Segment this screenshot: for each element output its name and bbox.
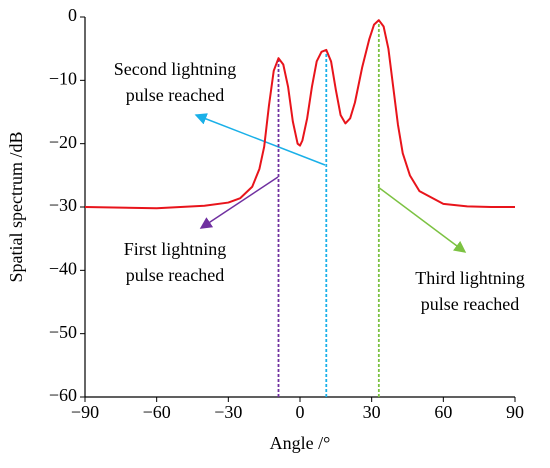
x-tick-label: 30: [363, 402, 381, 422]
y-axis-label: Spatial spectrum /dB: [6, 132, 26, 283]
y-tick-label: −60: [49, 385, 77, 405]
x-tick-label: 60: [434, 402, 452, 422]
annotation: First lightning: [124, 239, 227, 259]
x-axis-label: Angle /°: [270, 433, 331, 453]
y-tick-label: −40: [49, 258, 77, 278]
y-tick-label: 0: [68, 5, 77, 25]
annotation: Second lightning: [114, 59, 237, 79]
x-tick-label: −90: [71, 402, 99, 422]
y-tick-label: −30: [49, 195, 77, 215]
y-tick-label: −50: [49, 322, 77, 342]
x-tick-label: −60: [143, 402, 171, 422]
annotation: pulse reached: [421, 294, 519, 314]
annotation: pulse reached: [126, 265, 224, 285]
y-tick-label: −10: [49, 68, 77, 88]
arrow: [199, 176, 279, 229]
y-tick-label: −20: [49, 132, 77, 152]
x-tick-label: −30: [214, 402, 242, 422]
line: [84, 19, 515, 210]
arrow: [194, 113, 326, 166]
x-tick-label: 90: [506, 402, 524, 422]
arrow: [377, 186, 467, 253]
annotation: pulse reached: [126, 85, 224, 105]
annotation: Third lightning: [415, 268, 525, 288]
x-tick-label: 0: [296, 402, 305, 422]
